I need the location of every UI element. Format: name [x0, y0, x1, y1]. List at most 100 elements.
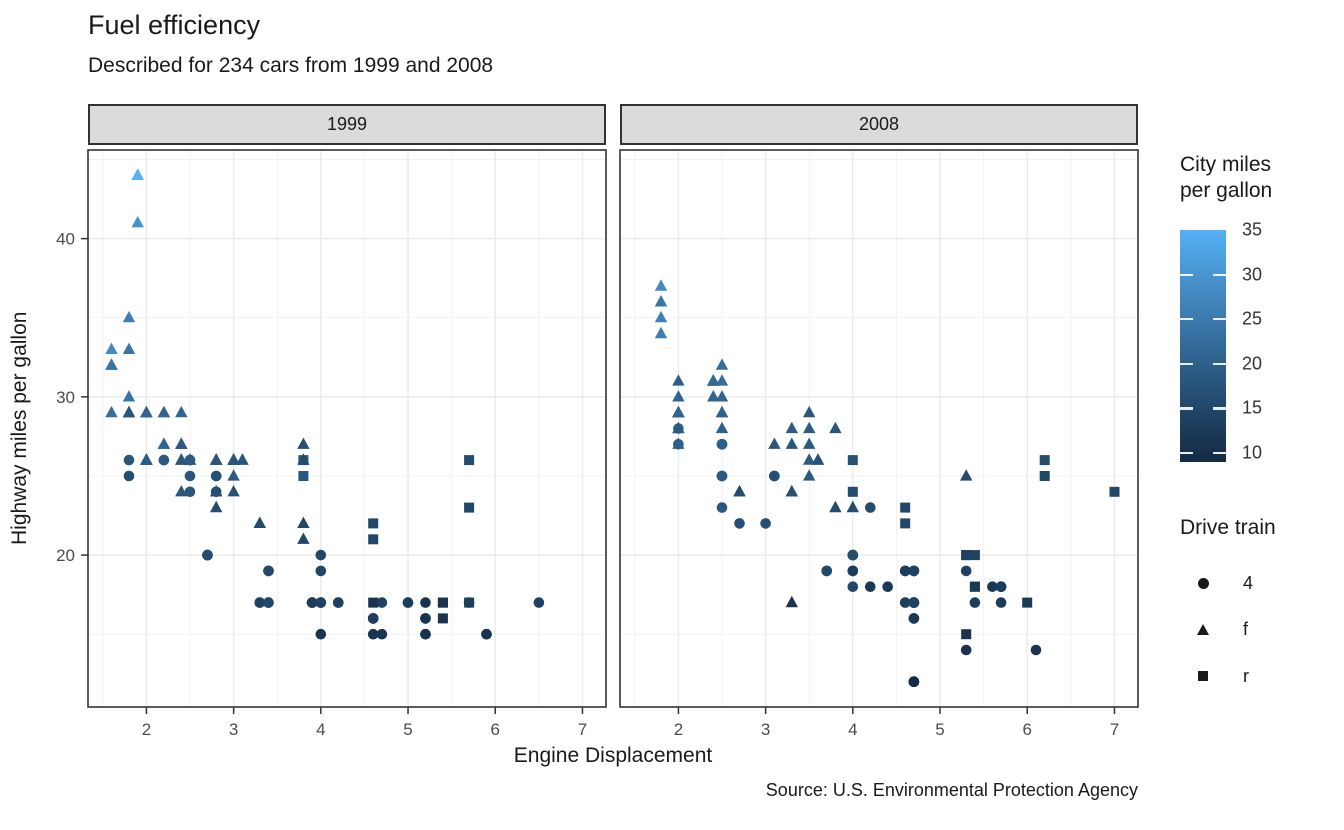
data-point [672, 390, 685, 402]
data-point [297, 437, 310, 449]
x-tick-label: 5 [935, 720, 944, 739]
data-point [263, 597, 274, 608]
data-point [908, 613, 920, 624]
data-point [785, 595, 798, 608]
colorbar-tick-label: 10 [1242, 442, 1263, 463]
data-point [105, 342, 118, 354]
data-point [803, 421, 816, 434]
data-point [960, 565, 972, 577]
data-point [254, 597, 266, 608]
data-point [368, 597, 379, 608]
data-point [715, 358, 729, 370]
data-point [908, 565, 920, 577]
data-point [846, 500, 859, 513]
data-point [900, 518, 911, 529]
data-point [202, 549, 213, 561]
data-point [123, 470, 135, 482]
data-point [175, 453, 188, 465]
data-point [175, 485, 188, 497]
x-tick-label: 7 [1110, 720, 1119, 739]
data-point [882, 581, 893, 592]
data-point [402, 597, 414, 608]
data-point [367, 628, 379, 640]
data-point [716, 439, 728, 450]
data-point [367, 613, 379, 624]
data-point [847, 549, 859, 561]
x-tick-label: 6 [491, 720, 500, 739]
data-point [376, 597, 388, 608]
triangle-icon [1180, 623, 1226, 635]
data-point [1109, 486, 1120, 497]
gridlines-layer [88, 150, 606, 707]
x-tick-label: 5 [403, 720, 412, 739]
x-axis-title: Engine Displacement [513, 744, 713, 767]
colorbar-tick [1213, 362, 1226, 366]
data-point [654, 310, 668, 323]
data-point [236, 453, 249, 465]
colorbar-tick [1180, 273, 1193, 276]
data-point [865, 581, 876, 592]
colorbar-tick-label: 15 [1242, 397, 1263, 418]
color-legend-title: City miles per gallon [1180, 153, 1273, 202]
data-point [184, 470, 196, 482]
data-point [769, 470, 780, 482]
y-tick-label: 30 [56, 388, 75, 407]
x-tick-label: 4 [848, 720, 857, 739]
data-point [1039, 471, 1050, 481]
data-point [315, 628, 327, 640]
data-point [253, 516, 266, 528]
colorbar-tick-label: 35 [1242, 219, 1263, 240]
data-point [785, 421, 798, 434]
data-point [734, 518, 745, 529]
data-point [105, 358, 118, 370]
data-point [969, 597, 981, 608]
data-point [960, 644, 972, 656]
x-tick-label: 6 [1023, 720, 1032, 739]
facet-panel-1999: 2 3 4 5 6 7 [87, 149, 607, 739]
data-point [368, 534, 379, 545]
colorbar-tick [1213, 273, 1226, 276]
data-point [733, 485, 746, 497]
data-point [140, 453, 153, 465]
data-point [987, 581, 998, 592]
data-point [672, 405, 685, 418]
colorbar-tick [1180, 452, 1193, 455]
data-point [210, 453, 223, 465]
data-point [969, 581, 980, 592]
gridlines-layer [620, 150, 1138, 707]
colorbar-tick [1213, 407, 1226, 410]
data-point [463, 597, 475, 608]
data-point [298, 471, 309, 481]
colorbar-tick [1213, 452, 1226, 455]
data-point [227, 485, 240, 497]
points-layer [654, 279, 1120, 687]
data-point [654, 295, 668, 307]
data-point [122, 405, 136, 418]
data-point [821, 565, 832, 577]
data-point [865, 502, 876, 513]
data-point [157, 437, 171, 449]
data-point [672, 374, 685, 386]
x-tick-label: 3 [229, 720, 238, 739]
colorbar-tick-label: 25 [1242, 308, 1263, 329]
data-point [123, 454, 135, 466]
data-point [333, 597, 344, 608]
data-point [263, 565, 274, 577]
data-point [1030, 644, 1042, 656]
facet-strip-2008-label: 2008 [858, 114, 900, 134]
data-point [297, 516, 310, 528]
data-point [184, 486, 196, 498]
panel-border [87, 149, 607, 708]
shape-legend-item-4: 4 [1180, 566, 1330, 600]
data-point [315, 565, 327, 577]
data-point [654, 279, 668, 291]
data-point [672, 421, 685, 434]
data-point [175, 437, 188, 449]
data-point [672, 437, 685, 449]
data-point [899, 597, 911, 608]
data-point [847, 486, 858, 497]
data-point [715, 421, 729, 434]
data-point [899, 565, 911, 577]
